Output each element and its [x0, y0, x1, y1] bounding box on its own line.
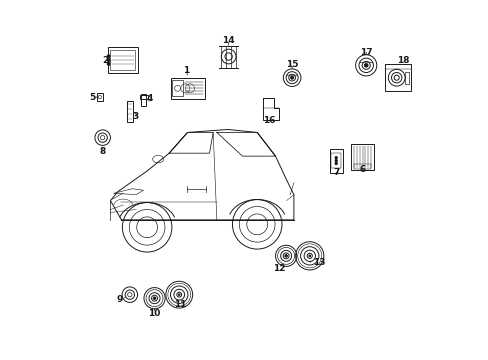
Circle shape [335, 162, 337, 165]
Text: 3: 3 [132, 112, 139, 121]
Bar [110, 50, 135, 70]
Text: 12: 12 [273, 264, 285, 273]
Bar [385, 64, 410, 91]
Circle shape [308, 255, 310, 257]
Text: 2: 2 [102, 55, 108, 64]
Bar [329, 149, 342, 172]
Text: 16: 16 [263, 116, 275, 125]
Text: 4: 4 [146, 94, 152, 103]
Text: 14: 14 [222, 36, 234, 45]
Circle shape [364, 64, 367, 67]
Circle shape [285, 255, 287, 257]
Text: 13: 13 [313, 258, 325, 267]
Circle shape [335, 157, 337, 159]
Bar [330, 153, 341, 168]
Text: 10: 10 [148, 309, 161, 318]
Circle shape [153, 297, 156, 300]
Circle shape [107, 63, 110, 65]
Bar [350, 144, 373, 170]
Text: 1: 1 [183, 66, 189, 75]
Bar [107, 48, 138, 73]
Bar [171, 78, 204, 99]
Circle shape [290, 76, 293, 79]
Text: 7: 7 [332, 168, 339, 177]
Text: 8: 8 [100, 147, 105, 156]
Bar [127, 101, 132, 122]
Circle shape [107, 59, 110, 61]
Text: 15: 15 [285, 60, 298, 69]
Text: 17: 17 [359, 48, 372, 57]
Circle shape [335, 159, 337, 162]
Text: 5: 5 [89, 93, 96, 102]
Circle shape [107, 55, 110, 58]
Circle shape [178, 294, 180, 296]
Bar [172, 81, 183, 96]
Bar [353, 165, 371, 169]
Bar [97, 93, 102, 101]
Bar [141, 94, 146, 105]
Text: 18: 18 [396, 55, 408, 64]
Text: 6: 6 [359, 165, 365, 174]
Bar [140, 95, 147, 99]
Text: 11: 11 [173, 300, 186, 309]
Text: 9: 9 [116, 296, 122, 305]
Bar [404, 72, 408, 84]
